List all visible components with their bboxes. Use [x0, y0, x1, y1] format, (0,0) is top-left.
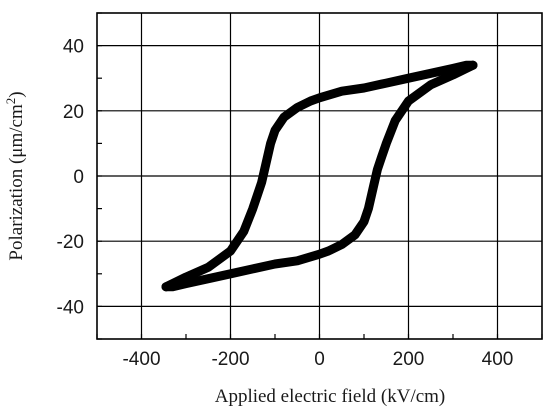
- loop-upper-branch: [161, 60, 478, 292]
- loop-lower-branch: [161, 60, 478, 292]
- y-tick-label: 40: [63, 37, 84, 58]
- x-tick-label: 200: [393, 349, 425, 370]
- y-tick-label: 20: [63, 102, 84, 123]
- hysteresis-loop: [161, 60, 478, 292]
- x-tick-label: 400: [482, 349, 514, 370]
- x-tick-label: -400: [122, 349, 160, 370]
- y-axis-label-superscript: 2: [3, 98, 18, 105]
- y-tick-label: 0: [73, 167, 84, 188]
- y-axis-label: Polarization (μm/cm2): [3, 91, 27, 260]
- y-axis-label-text: Polarization (μm/cm: [6, 104, 27, 261]
- y-tick-labels: -40 -20 0 20 40: [57, 37, 84, 319]
- y-axis-label-close: ): [6, 91, 27, 97]
- y-tick-label: -40: [57, 297, 84, 318]
- x-tick-label: 0: [314, 349, 325, 370]
- grid-lines: [97, 13, 542, 339]
- minor-ticks: [96, 12, 543, 340]
- x-axis-label: Applied electric field (kV/cm): [215, 386, 446, 407]
- x-tick-labels: -400 -200 0 200 400: [122, 349, 513, 370]
- y-tick-label: -20: [57, 232, 84, 253]
- x-tick-label: -200: [211, 349, 249, 370]
